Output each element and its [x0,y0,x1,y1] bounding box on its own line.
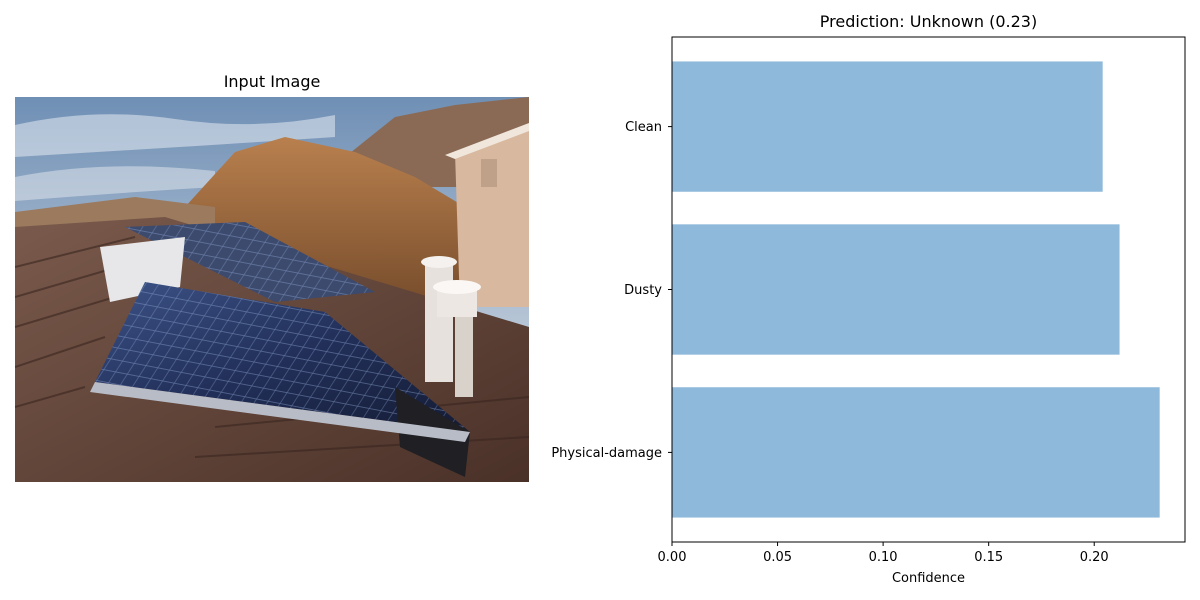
bar-clean [672,61,1103,192]
x-tick-label: 0.00 [658,550,687,565]
y-tick-label: Physical-damage [551,446,662,461]
x-tick-label: 0.20 [1080,550,1109,565]
x-tick-label: 0.05 [763,550,792,565]
rooftop-solar-panels-photo [15,97,529,482]
y-tick-label: Clean [625,120,662,135]
x-tick-label: 0.10 [869,550,898,565]
chart-title: Prediction: Unknown (0.23) [819,12,1038,31]
image-panel-title: Input Image [223,72,321,91]
x-axis-label: Confidence [892,571,965,586]
bar-dusty [672,224,1120,355]
y-tick-label: Dusty [624,283,662,298]
x-tick-label: 0.15 [974,550,1003,565]
bar-physical-damage [672,387,1160,518]
